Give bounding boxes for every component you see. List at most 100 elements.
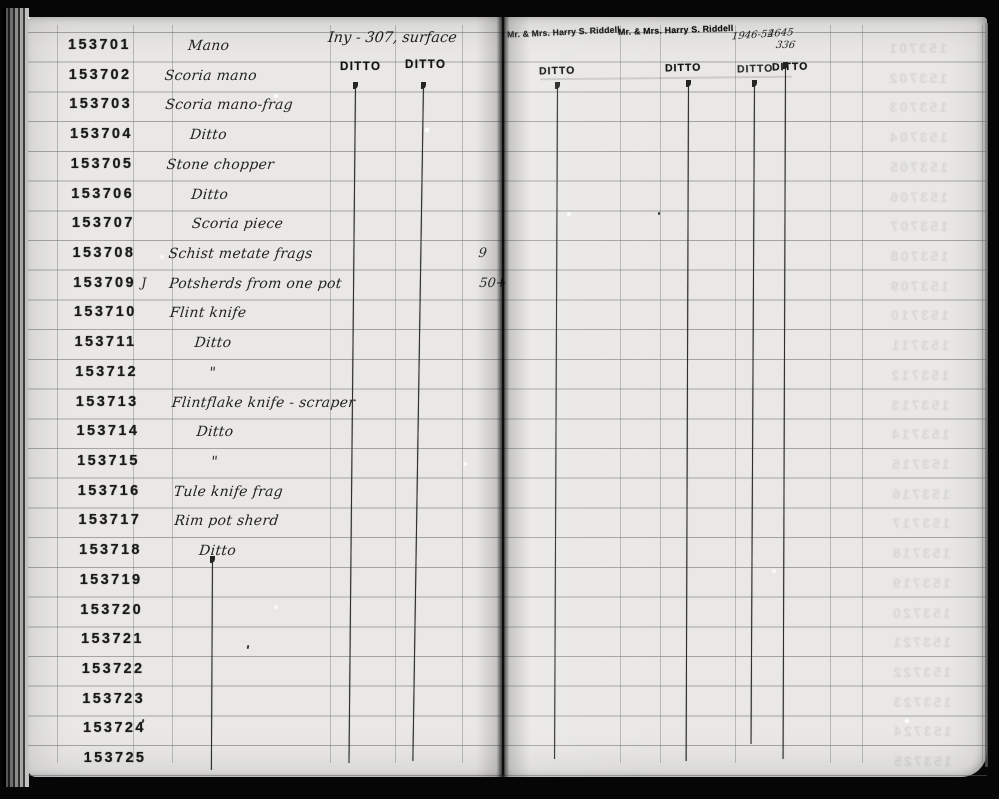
ledger-row: 153718 Ditto	[39, 541, 516, 571]
specimen-description: Scoria mano-frag	[164, 97, 294, 114]
ledger-row: 153722	[42, 660, 519, 690]
bleedthrough-number: 153718	[890, 545, 951, 562]
column-rule	[982, 25, 983, 763]
ledger-row: 153725	[44, 749, 521, 779]
bleedthrough-number: 153723	[891, 693, 952, 710]
specimen-description: Potsherds from one pot	[168, 275, 343, 292]
ledger-row: 153719	[40, 571, 517, 601]
bleedthrough-row: 153718	[508, 541, 990, 571]
specimen-number: 153724	[83, 720, 146, 737]
specimen-description: Ditto	[195, 424, 235, 441]
specimen-number: 153725	[83, 750, 147, 767]
bleedthrough-rows: 153701 153702 153703 153704 153705 15370…	[505, 36, 987, 781]
ink-fleck	[658, 212, 660, 215]
specimen-number: 153710	[73, 304, 137, 321]
ledger-row: 153716 Tule knife frag	[38, 482, 515, 512]
ledger-row: 153703 Scoria mano-frag	[29, 95, 506, 125]
column-rule	[133, 25, 134, 763]
specimen-number: 153701	[68, 37, 131, 53]
bleedthrough-row: 153703	[505, 95, 987, 125]
specimen-number: 153715	[77, 453, 140, 469]
specimen-number: 153722	[81, 661, 145, 677]
ledger-row: 153717 Rim pot sherd	[38, 511, 515, 541]
column-rule	[660, 25, 661, 763]
specimen-number: 153720	[80, 601, 144, 618]
column-rule	[57, 25, 58, 763]
ledger-row: 153704 Ditto	[30, 125, 507, 155]
bleedthrough-number: 153720	[890, 604, 951, 621]
ledger-row: 153712 "	[35, 363, 512, 393]
specimen-description: Ditto	[189, 127, 228, 144]
bleedthrough-number: 153709	[888, 277, 949, 294]
bleedthrough-number: 153711	[889, 337, 949, 354]
ledger-row: 153708 Schist metate frags 9	[33, 244, 510, 274]
column-rule	[735, 25, 736, 763]
bleedthrough-row: 153709	[507, 274, 989, 304]
ledger-row: 153701 Mano	[28, 36, 505, 66]
ledger-row: 153702 Scoria mano	[29, 66, 506, 96]
ledger-rows: 153701 Mano 153702 Scoria mano 153703 Sc…	[28, 36, 508, 781]
specimen-description: Flint knife	[169, 305, 248, 322]
bleedthrough-number: 153706	[888, 188, 948, 205]
ledger-row: 153713 Flintflake knife - scraper	[36, 393, 513, 423]
bleedthrough-row: 153725	[510, 749, 992, 779]
specimen-description: Scoria mano	[163, 67, 258, 84]
specimen-number: 153703	[69, 96, 133, 113]
bleedthrough-number: 153717	[890, 515, 951, 532]
column-rule	[172, 25, 173, 763]
specimen-number: 153716	[77, 482, 141, 499]
bleedthrough-row: 153705	[506, 155, 988, 185]
specimen-description: Schist metate frags	[167, 246, 314, 262]
specimen-description: Ditto	[190, 186, 230, 203]
bleedthrough-number: 153708	[888, 248, 949, 264]
bleedthrough-number: 153722	[891, 664, 952, 680]
bleedthrough-row: 153717	[508, 511, 990, 541]
specimen-number: 153705	[70, 155, 134, 172]
ledger-row: 153714 Ditto	[37, 422, 514, 452]
specimen-number: 153704	[70, 126, 133, 143]
specimen-number: 153711	[74, 334, 137, 351]
specimen-number: 153717	[78, 512, 142, 529]
specimen-number: 153723	[82, 690, 146, 707]
specimen-description: Rim pot sherd	[173, 513, 280, 530]
column-rule	[862, 25, 863, 763]
collector-stamp: Mr. & Mrs. Harry S. Riddell	[617, 22, 734, 38]
specimen-number: 153702	[68, 66, 132, 83]
bleedthrough-number: 153701	[887, 40, 947, 56]
bleedthrough-row: 153714	[508, 422, 990, 452]
specimen-number: 153709	[73, 274, 136, 291]
ledger-row: 153707 Scoria piece	[32, 214, 509, 244]
ledger-row: 153705 Stone chopper	[31, 155, 508, 185]
bleedthrough-row: 153712	[507, 363, 989, 393]
page-edge	[985, 23, 988, 767]
bleedthrough-number: 153725	[891, 753, 952, 770]
column-rule	[395, 25, 396, 763]
specimen-number: 153719	[79, 571, 143, 588]
bleedthrough-number: 153712	[889, 366, 950, 383]
bleedthrough-number: 153702	[887, 69, 948, 86]
bleedthrough-row: 153713	[507, 393, 989, 423]
ledger-row: 153724	[43, 719, 520, 749]
bleedthrough-row: 153706	[506, 185, 988, 215]
ledger-row: 153721	[41, 630, 518, 660]
gutter-line	[502, 17, 504, 775]
specimen-number: 153721	[81, 631, 144, 648]
ledger-row: 153720	[40, 601, 517, 631]
column-rule	[830, 25, 831, 763]
bleedthrough-row: 153720	[509, 601, 991, 631]
specimen-description: "	[210, 454, 219, 470]
specimen-number: 153713	[75, 393, 139, 410]
specimen-number: 153712	[75, 363, 138, 380]
quantity-note: 9	[477, 246, 488, 261]
column-rule	[620, 25, 621, 763]
ledger-row: 153711 Ditto	[35, 333, 512, 363]
specimen-description: Ditto	[193, 335, 233, 352]
specimen-number: 153708	[72, 245, 136, 261]
column-rule	[462, 25, 463, 763]
ditto-stamp: DITTO	[405, 59, 447, 71]
specimen-description: Stone chopper	[165, 156, 275, 173]
specimen-description: Scoria piece	[191, 216, 285, 233]
bleedthrough-number: 153707	[888, 218, 949, 235]
ledger-row: 153715 "	[37, 452, 514, 482]
